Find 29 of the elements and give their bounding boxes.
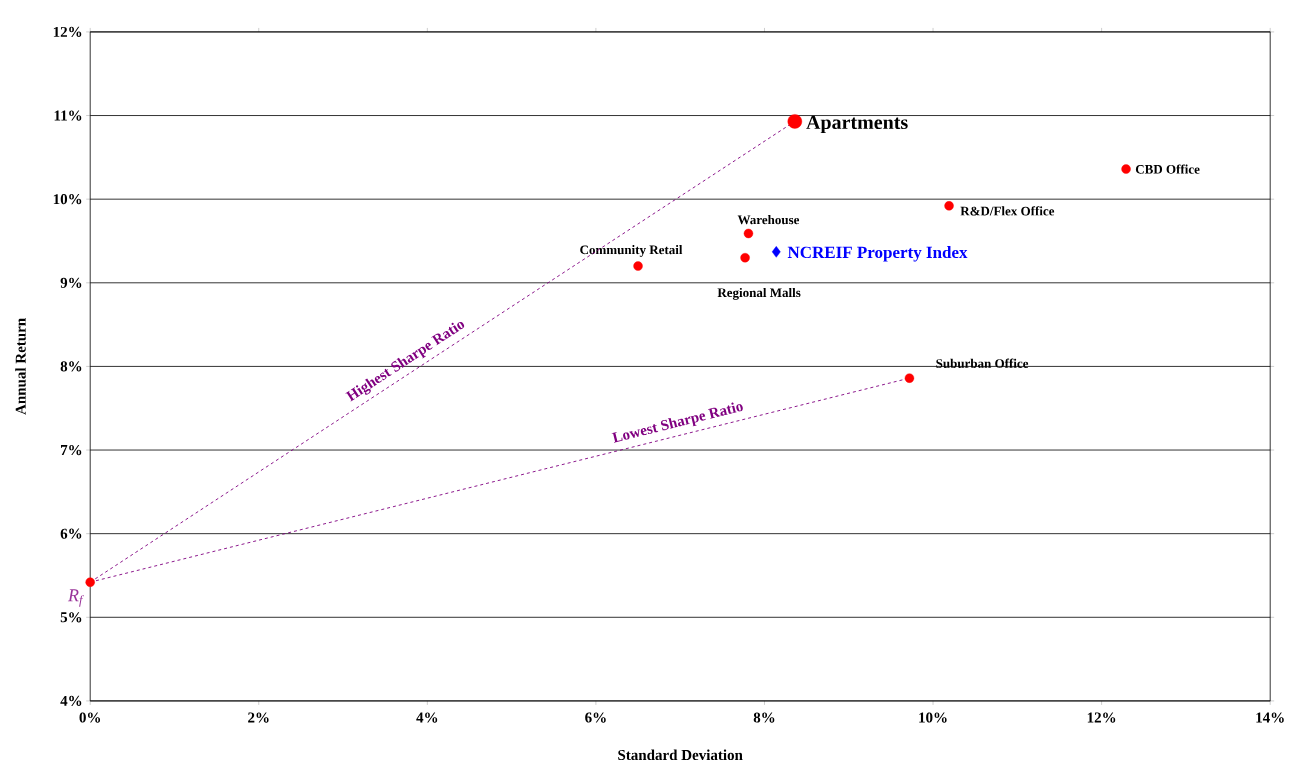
y-axis-title: Annual Return — [15, 318, 26, 415]
series-label: Community Retail — [580, 245, 683, 257]
annotation: Lowest Sharpe Ratio — [611, 402, 743, 443]
x-tick-label: 2% — [248, 712, 269, 723]
y-tick-label: 4% — [60, 695, 82, 707]
text: Regional Malls — [717, 287, 801, 300]
series-label: R$_{f}$ — [67, 589, 84, 607]
x-tick-label: 8% — [753, 712, 775, 723]
x-tick-label: 10% — [919, 712, 947, 723]
y-tick-label: 5% — [60, 612, 82, 623]
x-tick-label: 14% — [1256, 712, 1284, 723]
y-tick-label: 6% — [60, 528, 82, 539]
series-label: Apartments — [806, 115, 908, 134]
y-tick-label: 10% — [53, 194, 82, 205]
y-tick-label: 12% — [53, 26, 82, 38]
y-tick-label: 7% — [61, 444, 82, 456]
series-label: Suburban Office — [936, 358, 1029, 368]
x-tick-label: 6% — [585, 712, 606, 723]
y-tick-label: 11% — [54, 110, 82, 121]
x-tick-label: 0% — [79, 712, 101, 723]
x-tick-label: 4% — [416, 712, 438, 723]
x-tick-label: 12% — [1087, 712, 1116, 723]
x-axis-title: Standard Deviation — [618, 749, 743, 761]
y-tick-label: 8% — [60, 361, 82, 372]
series-label: Warehouse — [737, 215, 800, 225]
series-label: R&D/Flex Office — [960, 206, 1055, 216]
series-label: CBD Office — [1135, 164, 1200, 174]
y-tick-label: 9% — [60, 277, 82, 288]
series-label: NCREIF Property Index — [787, 246, 968, 262]
